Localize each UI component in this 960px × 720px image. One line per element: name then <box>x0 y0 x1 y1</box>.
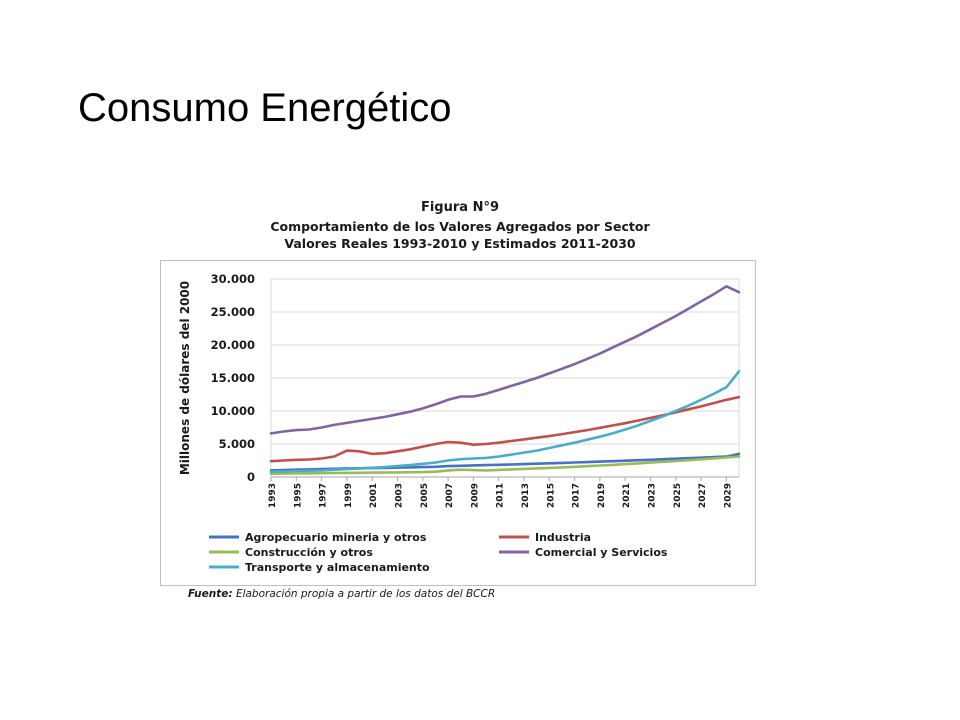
source-prefix: Fuente: <box>188 588 233 600</box>
series-line-2 <box>269 395 741 463</box>
y-tick-label: 25.000 <box>211 305 255 319</box>
y-tick-label: 5.000 <box>219 437 255 451</box>
x-tick-label: 2013 <box>521 483 531 508</box>
legend-label: Comercial y Servicios <box>535 546 668 559</box>
series-line-3 <box>269 455 741 475</box>
x-tick-label: 2001 <box>369 483 379 508</box>
y-tick-label: 10.000 <box>211 404 255 418</box>
legend-label: Transporte y almacenamiento <box>245 561 430 574</box>
legend-label: Industria <box>535 531 591 544</box>
figure-title: Comportamiento de los Valores Agregados … <box>270 219 650 234</box>
x-tick-label: 2023 <box>647 483 657 508</box>
x-tick-label: 2005 <box>420 483 430 508</box>
figure-label: Figura N°9 <box>420 200 500 215</box>
y-tick-label: 20.000 <box>211 338 255 352</box>
x-tick-label: 2017 <box>572 483 582 508</box>
x-tick-label: 2027 <box>698 483 708 508</box>
x-tick-label: 1993 <box>268 483 278 508</box>
x-tick-label: 2011 <box>496 483 506 508</box>
figure-subtitle: Valores Reales 1993-2010 y Estimados 201… <box>284 236 636 251</box>
source-note: Fuente: Elaboración propia a partir de l… <box>188 588 495 600</box>
slide-title: Consumo Energético <box>78 86 452 130</box>
x-tick-label: 1999 <box>344 483 354 508</box>
legend-label: Construcción y otros <box>245 546 373 559</box>
series-line-4 <box>269 284 741 435</box>
x-tick-label: 1997 <box>319 483 329 508</box>
x-tick-label: 2007 <box>445 483 455 508</box>
legend-label: Agropecuario mineria y otros <box>245 531 427 544</box>
y-axis-label: Millones de dólares del 2000 <box>178 281 192 475</box>
y-tick-label: 30.000 <box>211 272 255 286</box>
line-chart: 0 5.000 10.000 15.000 20.000 25.000 30.000 1993… <box>178 272 741 574</box>
chart-frame: 0 5.000 10.000 15.000 20.000 25.000 30.000 1993… <box>160 260 756 586</box>
x-tick-label: 1995 <box>293 483 303 508</box>
x-tick-label: 2029 <box>723 483 733 508</box>
y-tick-label: 15.000 <box>211 371 255 385</box>
x-tick-label: 2003 <box>394 483 404 508</box>
x-tick-label: 2009 <box>470 483 480 508</box>
y-tick-label: 0 <box>247 470 255 484</box>
x-tick-label: 2019 <box>597 483 607 508</box>
series-line-5 <box>269 370 741 473</box>
source-text: Elaboración propia a partir de los datos… <box>235 588 496 600</box>
x-tick-label: 2021 <box>622 483 632 508</box>
x-tick-label: 2015 <box>546 483 556 508</box>
x-tick-label: 2025 <box>673 483 683 508</box>
